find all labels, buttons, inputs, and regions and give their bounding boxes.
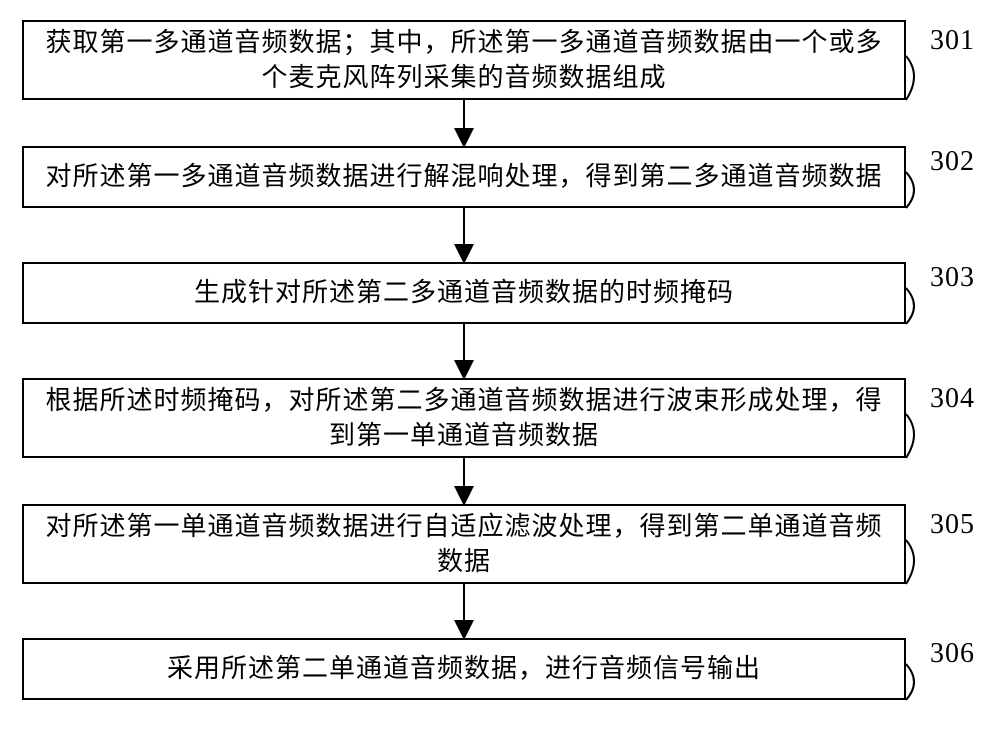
- step-text-306: 采用所述第二单通道音频数据，进行音频信号输出: [167, 651, 761, 686]
- label-connector-curve: [906, 664, 914, 700]
- step-label-303: 303: [930, 262, 975, 294]
- label-connector-curve: [906, 288, 914, 324]
- step-label-305: 305: [930, 509, 975, 541]
- step-text-304: 根据所述时频掩码，对所述第二多通道音频数据进行波束形成处理，得到第一单通道音频数…: [34, 383, 894, 453]
- step-label-304: 304: [930, 383, 975, 415]
- step-text-303: 生成针对所述第二多通道音频数据的时频掩码: [194, 275, 734, 310]
- label-connector-curve: [906, 414, 914, 458]
- label-connector-curve: [906, 172, 914, 208]
- step-box-304: 根据所述时频掩码，对所述第二多通道音频数据进行波束形成处理，得到第一单通道音频数…: [22, 378, 906, 458]
- label-connector-curve: [906, 56, 914, 100]
- step-text-305: 对所述第一单通道音频数据进行自适应滤波处理，得到第二单通道音频数据: [34, 509, 894, 579]
- step-text-302: 对所述第一多通道音频数据进行解混响处理，得到第二多通道音频数据: [45, 159, 882, 194]
- step-label-302: 302: [930, 146, 975, 178]
- step-box-305: 对所述第一单通道音频数据进行自适应滤波处理，得到第二单通道音频数据: [22, 504, 906, 584]
- label-curves: [906, 56, 914, 700]
- step-box-306: 采用所述第二单通道音频数据，进行音频信号输出: [22, 638, 906, 700]
- flowchart-canvas: 获取第一多通道音频数据；其中，所述第一多通道音频数据由一个或多个麦克风阵列采集的…: [0, 0, 1000, 751]
- label-connector-curve: [906, 540, 914, 584]
- step-text-301: 获取第一多通道音频数据；其中，所述第一多通道音频数据由一个或多个麦克风阵列采集的…: [34, 25, 894, 95]
- step-box-303: 生成针对所述第二多通道音频数据的时频掩码: [22, 262, 906, 324]
- step-box-301: 获取第一多通道音频数据；其中，所述第一多通道音频数据由一个或多个麦克风阵列采集的…: [22, 20, 906, 100]
- step-box-302: 对所述第一多通道音频数据进行解混响处理，得到第二多通道音频数据: [22, 146, 906, 208]
- step-label-306: 306: [930, 638, 975, 670]
- step-label-301: 301: [930, 25, 975, 57]
